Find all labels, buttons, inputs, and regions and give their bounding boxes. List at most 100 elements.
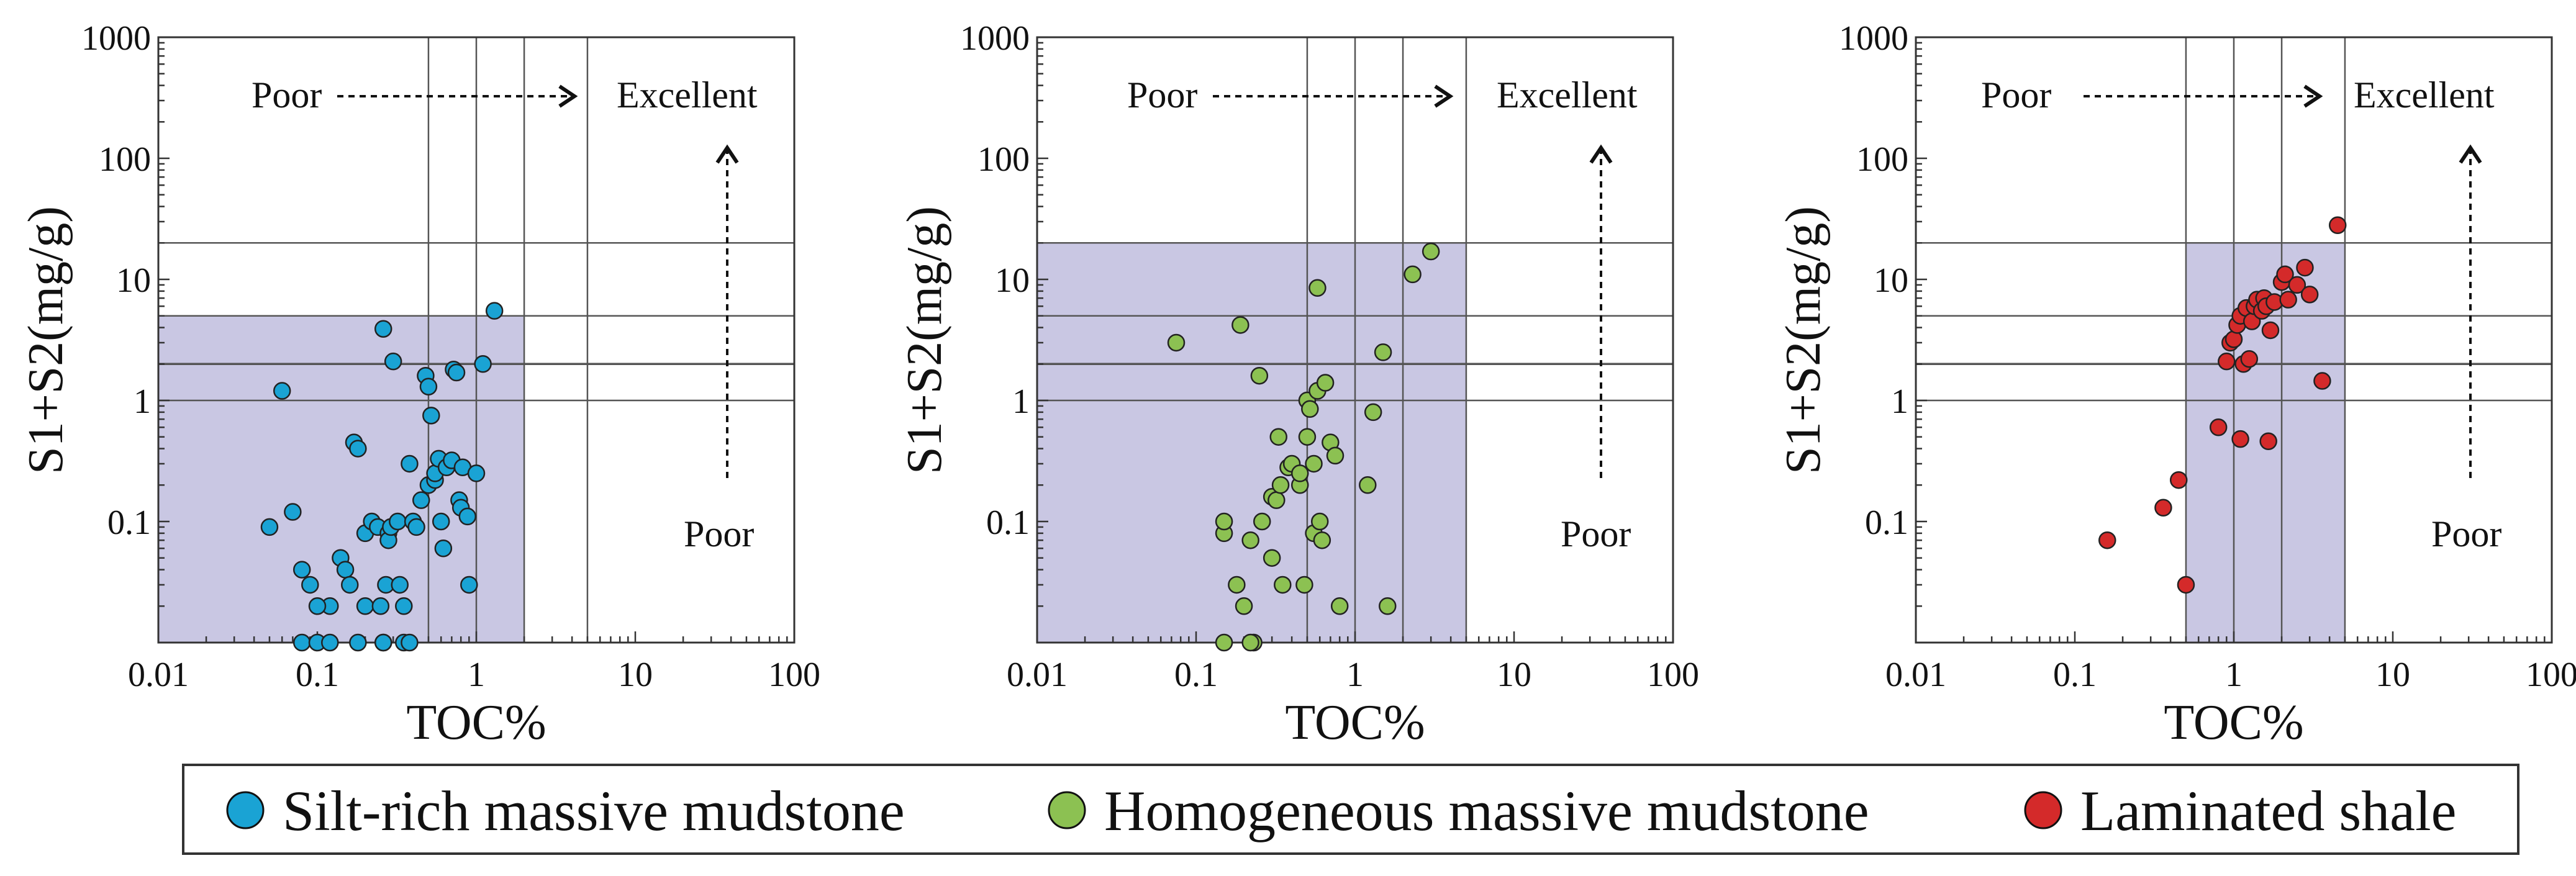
- data-point: [384, 352, 402, 371]
- x-tick-label: 1: [2225, 656, 2243, 694]
- data-point: [401, 633, 419, 652]
- data-point: [401, 454, 419, 473]
- y-tick-label: 10: [116, 261, 151, 300]
- data-point: [467, 464, 486, 482]
- legend-item-homogeneous: Homogeneous massive mudstone: [1048, 779, 1869, 842]
- data-point: [260, 518, 279, 536]
- data-point: [374, 320, 392, 338]
- data-point: [2313, 372, 2331, 390]
- y-tick-label: 1: [134, 382, 151, 421]
- data-point: [1269, 428, 1287, 446]
- y-tick-label: 100: [1856, 140, 1908, 179]
- data-point: [1167, 333, 1186, 352]
- data-point: [2261, 321, 2280, 340]
- data-point: [1241, 531, 1259, 549]
- y-axis-label: S1+S2(mg/g): [1776, 206, 1831, 474]
- data-point: [2169, 471, 2188, 489]
- x-tick-label: 1: [1346, 656, 1364, 694]
- chart-panel-homogeneous: 0.1 1 10 100 1000 0.01 0.1 1 10 100 TOC% S1+S2(mg…: [897, 19, 1699, 750]
- y-tick-label: 1000: [81, 19, 151, 58]
- data-point: [1215, 512, 1233, 531]
- data-point: [460, 576, 478, 594]
- legend-box: [182, 764, 2519, 855]
- x-axis-label: TOC%: [1285, 695, 1425, 750]
- data-point: [412, 491, 430, 509]
- data-point: [422, 407, 440, 425]
- data-point: [2300, 286, 2319, 304]
- data-point: [474, 355, 492, 373]
- legend-label-homogeneous: Homogeneous massive mudstone: [1104, 779, 1869, 842]
- data-point: [1308, 279, 1327, 297]
- data-point: [1379, 597, 1397, 615]
- y-tick-label: 1: [1891, 382, 1908, 421]
- data-point: [419, 377, 438, 396]
- chart-panel-silt: 0.1 1 10 100 1000 0.01 0.1 1 10 100 TOC% S1+S2(mg…: [19, 19, 820, 750]
- data-point: [349, 440, 367, 458]
- annotation-poor-bottom: Poor: [2431, 513, 2501, 554]
- x-tick-label: 100: [768, 656, 820, 694]
- data-point: [447, 363, 466, 382]
- data-point: [301, 576, 319, 594]
- x-tick-label: 10: [1497, 656, 1531, 694]
- y-axis-label: S1+S2(mg/g): [897, 206, 952, 474]
- x-tick-label: 100: [1647, 656, 1699, 694]
- data-point: [356, 597, 374, 615]
- data-point: [2225, 330, 2243, 348]
- data-point: [1301, 400, 1319, 418]
- x-tick-label: 100: [2526, 656, 2576, 694]
- data-point: [1298, 428, 1317, 446]
- data-point: [1268, 491, 1286, 509]
- data-point: [1404, 265, 1422, 284]
- shaded-region: [1037, 243, 1466, 643]
- y-tick-label: 0.1: [986, 503, 1030, 542]
- data-point: [2259, 432, 2277, 451]
- data-point: [374, 633, 392, 652]
- data-point: [293, 633, 311, 652]
- data-point: [1305, 454, 1323, 473]
- x-tick-label: 0.1: [1174, 656, 1218, 694]
- data-point: [371, 597, 390, 615]
- data-point: [391, 576, 409, 594]
- data-point: [349, 633, 367, 652]
- data-point: [407, 518, 425, 536]
- data-point: [1274, 576, 1292, 594]
- y-tick-label: 100: [99, 140, 151, 179]
- data-point: [1295, 576, 1313, 594]
- data-point: [2279, 291, 2297, 309]
- x-tick-label: 0.1: [296, 656, 339, 694]
- annotation-poor-bottom: Poor: [684, 513, 754, 554]
- legend: Silt-rich massive mudstone Homogeneous m…: [182, 764, 2519, 855]
- data-point: [1241, 633, 1259, 652]
- data-point: [284, 503, 302, 521]
- data-point: [2177, 576, 2195, 594]
- data-point: [389, 512, 407, 531]
- data-point: [321, 633, 339, 652]
- data-point: [1359, 476, 1377, 494]
- y-tick-label: 0.1: [1865, 503, 1908, 542]
- x-axis-label: TOC%: [406, 695, 546, 750]
- annotation-poor-top: Poor: [252, 75, 322, 115]
- data-point: [273, 382, 291, 400]
- y-tick-label: 1000: [1839, 19, 1908, 58]
- data-point: [1316, 374, 1335, 392]
- data-point: [485, 302, 504, 320]
- chart-panel-laminated: 0.1 1 10 100 1000 0.01 0.1 1 10 100 TOC% S1+S2(mg…: [1776, 19, 2576, 750]
- data-point: [1310, 512, 1329, 531]
- data-point: [434, 540, 453, 558]
- data-point: [293, 561, 311, 579]
- y-tick-label: 10: [1874, 261, 1908, 300]
- data-point: [1374, 343, 1392, 361]
- data-point: [1364, 403, 1382, 422]
- data-point: [1253, 512, 1271, 531]
- data-point: [2240, 350, 2259, 368]
- data-point: [2231, 430, 2249, 448]
- data-point: [308, 597, 327, 615]
- legend-marker-laminated: [2024, 791, 2062, 829]
- y-tick-label: 1: [1012, 382, 1030, 421]
- data-point: [1231, 316, 1249, 334]
- annotation-excellent: Excellent: [617, 75, 758, 115]
- data-point: [341, 576, 359, 594]
- y-tick-label: 100: [977, 140, 1030, 179]
- y-axis-label: S1+S2(mg/g): [19, 206, 73, 474]
